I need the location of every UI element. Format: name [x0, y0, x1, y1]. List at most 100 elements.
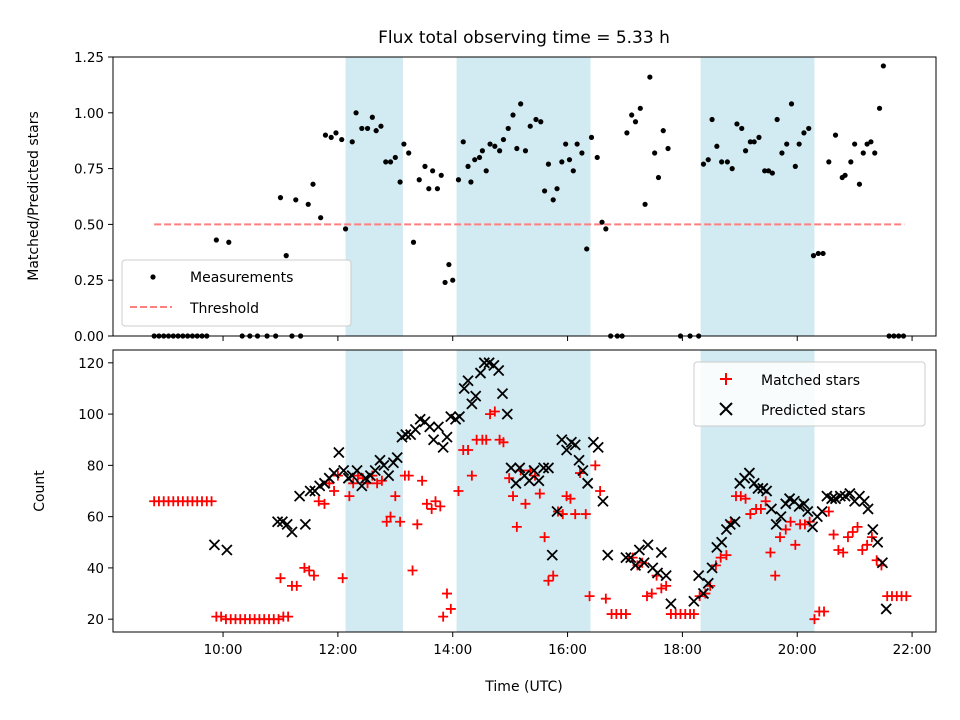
measurement-point — [479, 148, 485, 154]
predicted-star-point — [333, 446, 345, 459]
matched-star-point — [688, 609, 699, 620]
measurement-point — [378, 123, 384, 129]
bottom-legend: Matched stars Predicted stars — [693, 361, 926, 427]
matched-star-point — [283, 611, 294, 622]
measurement-point — [487, 141, 493, 147]
measurement-point — [434, 186, 441, 192]
predicted-star-point — [462, 375, 474, 387]
y-tick-label: 0.00 — [74, 329, 104, 345]
measurement-point — [293, 197, 299, 203]
measurement-point — [784, 141, 790, 147]
y-tick-label: 60 — [87, 510, 104, 526]
predicted-star-point — [528, 464, 540, 477]
predicted-star-point — [409, 423, 422, 436]
predicted-star-point — [844, 487, 856, 500]
measurement-point — [277, 195, 284, 201]
matched-star-point — [780, 524, 791, 535]
predicted-star-point — [546, 549, 558, 561]
predicted-star-point — [514, 462, 526, 474]
measurement-point — [339, 136, 345, 143]
matched-star-point — [385, 511, 396, 522]
shaded-interval — [456, 350, 591, 632]
predicted-star-point — [880, 603, 892, 615]
predicted-star-point — [569, 439, 581, 451]
legend-label-measurements: Measurements — [190, 270, 293, 286]
predicted-star-point — [391, 452, 403, 464]
measurement-point — [406, 150, 412, 156]
top-x-ticks — [222, 336, 913, 341]
matched-star-point — [466, 470, 477, 481]
measurement-points — [151, 63, 907, 339]
matched-star-point — [481, 434, 492, 445]
measurement-point — [826, 159, 832, 165]
matched-star-point — [534, 488, 545, 499]
measurement-point — [868, 139, 874, 145]
predicted-star-point — [858, 495, 870, 507]
matched-star-point — [489, 406, 500, 417]
matched-star-point — [790, 539, 801, 550]
predicted-star-point — [382, 469, 395, 482]
matched-star-point — [580, 509, 591, 520]
measurement-point — [401, 141, 407, 147]
measurement-point — [742, 148, 749, 154]
matched-star-point — [842, 532, 853, 543]
matched-star-point — [584, 591, 595, 602]
matched-star-point — [508, 491, 519, 502]
measurement-point — [779, 150, 785, 156]
measurement-point — [541, 188, 548, 194]
predicted-star-point — [478, 357, 490, 369]
x-tick-label: 20:00 — [778, 642, 817, 658]
measurement-point — [876, 105, 883, 111]
measurement-point — [762, 168, 768, 174]
matched-star-point — [857, 544, 868, 555]
predicted-star-point — [538, 462, 550, 474]
matched-star-point — [337, 573, 348, 584]
y-tick-label: 0.75 — [74, 162, 104, 178]
matched-star-point — [275, 573, 286, 584]
measurement-point — [353, 110, 359, 116]
measurement-point — [599, 219, 605, 225]
predicted-star-point — [560, 444, 573, 456]
predicted-star-point — [523, 475, 535, 487]
predicted-star-point — [780, 498, 792, 510]
predicted-star-point — [629, 559, 642, 571]
measurement-point — [724, 159, 730, 165]
measurement-point — [665, 145, 671, 152]
measurement-point — [603, 226, 609, 232]
measurement-point — [416, 177, 422, 183]
matched-star-point — [745, 509, 756, 520]
legend-label-threshold: Threshold — [189, 301, 259, 317]
measurement-point — [333, 130, 339, 136]
matched-star-point — [755, 503, 766, 514]
predicted-star-point — [466, 398, 478, 410]
matched-star-point — [809, 614, 820, 625]
predicted-star-point — [582, 477, 594, 489]
measurement-point — [397, 179, 403, 185]
measurement-point — [328, 134, 334, 140]
predicted-star-point — [387, 457, 400, 469]
matched-star-point — [438, 611, 449, 622]
measurement-point — [455, 177, 462, 183]
predicted-star-point — [221, 544, 233, 556]
measurement-point — [788, 101, 795, 107]
measurement-point — [747, 139, 753, 145]
predicted-star-point — [208, 539, 221, 551]
measurement-point — [856, 181, 863, 187]
predicted-star-point — [693, 569, 705, 582]
measurement-point — [514, 145, 520, 152]
predicted-star-point — [729, 516, 741, 528]
matched-star-point — [329, 486, 340, 496]
measurement-point — [655, 174, 662, 181]
measurement-point — [342, 226, 349, 232]
measurement-point — [438, 172, 444, 178]
measurement-point — [624, 130, 630, 136]
measurement-point — [392, 154, 398, 161]
measurement-point — [322, 132, 329, 138]
predicted-star-point — [706, 562, 718, 574]
measurement-point — [497, 148, 503, 154]
measurement-point — [632, 119, 639, 125]
measurement-point — [769, 170, 775, 176]
matched-star-point — [852, 521, 863, 532]
predicted-star-point — [556, 434, 568, 446]
